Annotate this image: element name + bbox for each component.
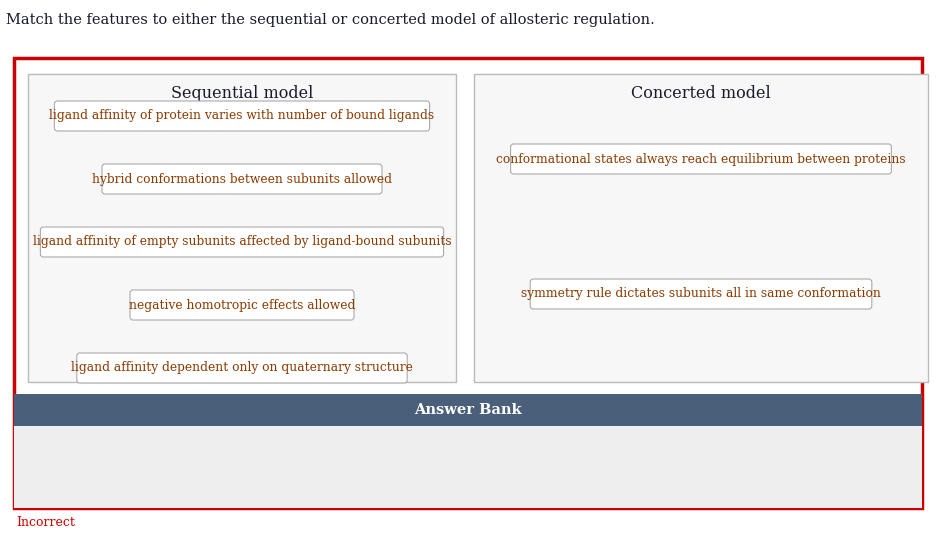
- Text: ligand affinity dependent only on quaternary structure: ligand affinity dependent only on quater…: [71, 362, 413, 374]
- Text: ligand affinity of empty subunits affected by ligand-bound subunits: ligand affinity of empty subunits affect…: [33, 236, 451, 249]
- FancyBboxPatch shape: [28, 74, 456, 382]
- FancyBboxPatch shape: [40, 227, 444, 257]
- FancyBboxPatch shape: [14, 58, 922, 508]
- FancyBboxPatch shape: [77, 353, 407, 383]
- FancyBboxPatch shape: [530, 279, 871, 309]
- Text: negative homotropic effects allowed: negative homotropic effects allowed: [129, 299, 355, 312]
- Text: Match the features to either the sequential or concerted model of allosteric reg: Match the features to either the sequent…: [6, 13, 655, 27]
- Text: Answer Bank: Answer Bank: [415, 403, 521, 417]
- Text: hybrid conformations between subunits allowed: hybrid conformations between subunits al…: [92, 173, 392, 186]
- FancyBboxPatch shape: [511, 144, 891, 174]
- FancyBboxPatch shape: [474, 74, 928, 382]
- FancyBboxPatch shape: [102, 164, 382, 194]
- Text: ligand affinity of protein varies with number of bound ligands: ligand affinity of protein varies with n…: [50, 110, 434, 123]
- Text: Incorrect: Incorrect: [16, 515, 75, 528]
- FancyBboxPatch shape: [54, 101, 430, 131]
- Text: Concerted model: Concerted model: [631, 86, 771, 103]
- FancyBboxPatch shape: [14, 426, 922, 508]
- Text: conformational states always reach equilibrium between proteins: conformational states always reach equil…: [496, 152, 906, 166]
- Text: Sequential model: Sequential model: [170, 86, 314, 103]
- FancyBboxPatch shape: [14, 394, 922, 426]
- Text: symmetry rule dictates subunits all in same conformation: symmetry rule dictates subunits all in s…: [521, 287, 881, 301]
- FancyBboxPatch shape: [130, 290, 354, 320]
